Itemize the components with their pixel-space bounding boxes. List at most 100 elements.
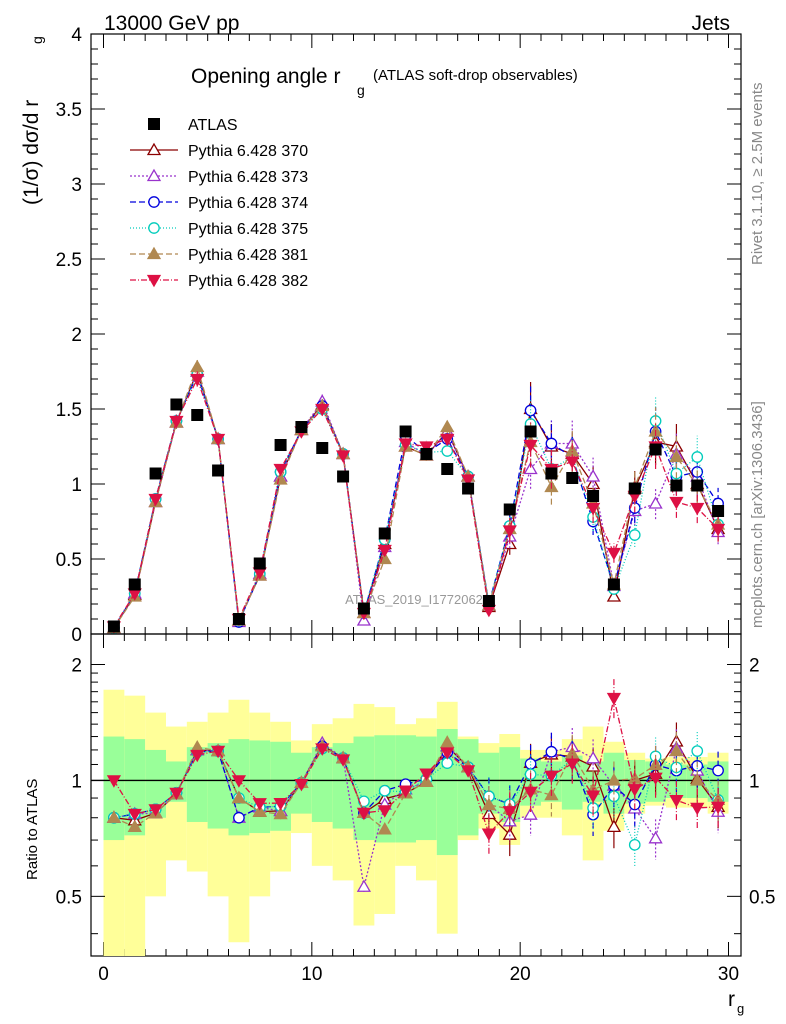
series-line bbox=[113, 377, 719, 627]
series-marker bbox=[690, 802, 705, 816]
series-marker bbox=[710, 801, 726, 815]
series-marker bbox=[481, 828, 497, 841]
series-marker bbox=[190, 373, 205, 387]
category-label: Jets bbox=[691, 12, 730, 35]
series-marker bbox=[502, 806, 517, 819]
series-marker bbox=[231, 775, 247, 788]
series-line bbox=[113, 372, 719, 629]
data-marker bbox=[107, 620, 120, 633]
data-marker bbox=[128, 578, 141, 591]
ratio-y-tick-label-right: 2 bbox=[749, 655, 760, 676]
series-marker bbox=[356, 879, 372, 892]
data-marker bbox=[566, 472, 579, 484]
series-marker bbox=[377, 544, 392, 558]
data-marker bbox=[691, 479, 704, 492]
series-marker bbox=[419, 441, 434, 454]
series-marker bbox=[273, 463, 288, 477]
series-marker bbox=[335, 754, 351, 767]
series-marker bbox=[545, 745, 558, 758]
data-marker bbox=[274, 439, 287, 451]
rivet-label: Rivet 3.1.10, ≥ 2.5M events bbox=[749, 83, 766, 266]
ratio-band-inner bbox=[186, 747, 208, 822]
series-marker bbox=[544, 770, 559, 784]
data-marker bbox=[670, 479, 683, 492]
x-axis-label-sub: g bbox=[737, 1001, 744, 1016]
plot-title-paren: (ATLAS soft-drop observables) bbox=[373, 67, 578, 84]
series-marker bbox=[335, 450, 351, 463]
ratio-y-tick-label-right: 0.5 bbox=[749, 887, 775, 908]
series-marker bbox=[398, 785, 413, 798]
data-marker bbox=[524, 425, 537, 438]
series-marker bbox=[669, 496, 684, 510]
series-line bbox=[113, 364, 719, 629]
series-marker bbox=[252, 798, 267, 811]
series-marker bbox=[606, 589, 622, 602]
series-marker bbox=[669, 794, 684, 808]
data-marker bbox=[607, 578, 620, 591]
series-marker bbox=[315, 403, 330, 417]
x-axis-label: r bbox=[728, 988, 735, 1011]
data-marker bbox=[191, 409, 204, 421]
ratio-band-inner bbox=[457, 739, 479, 836]
series-marker bbox=[648, 772, 663, 786]
series-marker bbox=[210, 745, 226, 759]
series-marker bbox=[190, 749, 205, 763]
series-marker bbox=[523, 786, 538, 800]
data-marker bbox=[712, 505, 725, 517]
data-marker bbox=[399, 425, 412, 438]
data-marker bbox=[462, 482, 475, 495]
series-marker bbox=[440, 433, 455, 447]
series-marker bbox=[691, 451, 704, 463]
ratio-y-axis-label: Ratio to ATLAS bbox=[24, 779, 41, 880]
series-marker bbox=[460, 765, 476, 778]
series-marker bbox=[628, 529, 641, 541]
x-tick-label: 10 bbox=[301, 964, 322, 985]
series-marker bbox=[606, 773, 622, 786]
ratio-y-tick-label: 1 bbox=[71, 771, 82, 792]
series-marker bbox=[106, 775, 122, 788]
series-marker bbox=[127, 808, 142, 822]
series-marker bbox=[148, 804, 163, 817]
legend-item-atlas: ATLAS bbox=[148, 117, 238, 134]
series-marker bbox=[146, 168, 162, 182]
ratio-band-inner bbox=[416, 736, 437, 841]
series-marker bbox=[190, 359, 205, 373]
ratio-band-inner bbox=[353, 736, 375, 841]
legend-label: Pythia 6.428 373 bbox=[188, 169, 308, 186]
data-marker bbox=[149, 467, 162, 480]
series-marker bbox=[294, 778, 309, 792]
ratio-y-tick-label: 0.5 bbox=[56, 887, 82, 908]
series-marker bbox=[146, 142, 162, 156]
series-marker bbox=[628, 838, 641, 851]
series-marker bbox=[273, 797, 288, 811]
series-marker bbox=[231, 790, 247, 804]
y-tick-label: 3 bbox=[71, 175, 82, 196]
series-marker bbox=[148, 196, 160, 208]
y-tick-label: 0 bbox=[71, 625, 82, 646]
ratio-band-inner bbox=[332, 743, 354, 829]
data-marker bbox=[420, 448, 433, 460]
legend-item: Pythia 6.428 381 bbox=[130, 246, 308, 264]
series-marker bbox=[523, 807, 538, 820]
series-marker bbox=[565, 456, 580, 469]
series-line bbox=[113, 369, 719, 629]
data-marker bbox=[232, 613, 245, 625]
energy-label: 13000 GeV pp bbox=[104, 12, 239, 35]
data-marker bbox=[148, 118, 160, 130]
y-tick-label: 0.5 bbox=[56, 550, 82, 571]
legend-label: Pythia 6.428 374 bbox=[188, 195, 308, 212]
series-marker bbox=[585, 469, 601, 482]
data-marker bbox=[170, 398, 183, 411]
legend-label: Pythia 6.428 382 bbox=[188, 273, 308, 290]
series-marker bbox=[710, 523, 726, 537]
legend-label: Pythia 6.428 381 bbox=[188, 247, 308, 264]
legend-item: Pythia 6.428 375 bbox=[130, 221, 308, 238]
ratio-band-inner bbox=[145, 749, 166, 818]
series-marker bbox=[565, 758, 580, 771]
series-marker bbox=[545, 437, 558, 450]
series-marker bbox=[315, 743, 330, 756]
series-marker bbox=[585, 502, 601, 516]
legend-label: Pythia 6.428 375 bbox=[188, 221, 308, 238]
data-marker bbox=[212, 464, 225, 477]
